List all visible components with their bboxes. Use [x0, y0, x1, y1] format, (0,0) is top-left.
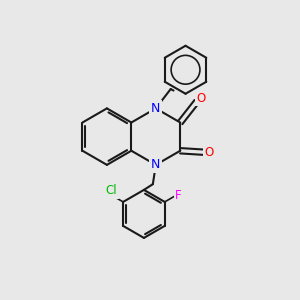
Text: N: N: [151, 102, 160, 115]
Text: N: N: [151, 158, 160, 171]
Text: O: O: [196, 92, 206, 105]
Text: F: F: [175, 190, 182, 202]
Text: Cl: Cl: [106, 184, 117, 197]
Text: O: O: [205, 146, 214, 159]
